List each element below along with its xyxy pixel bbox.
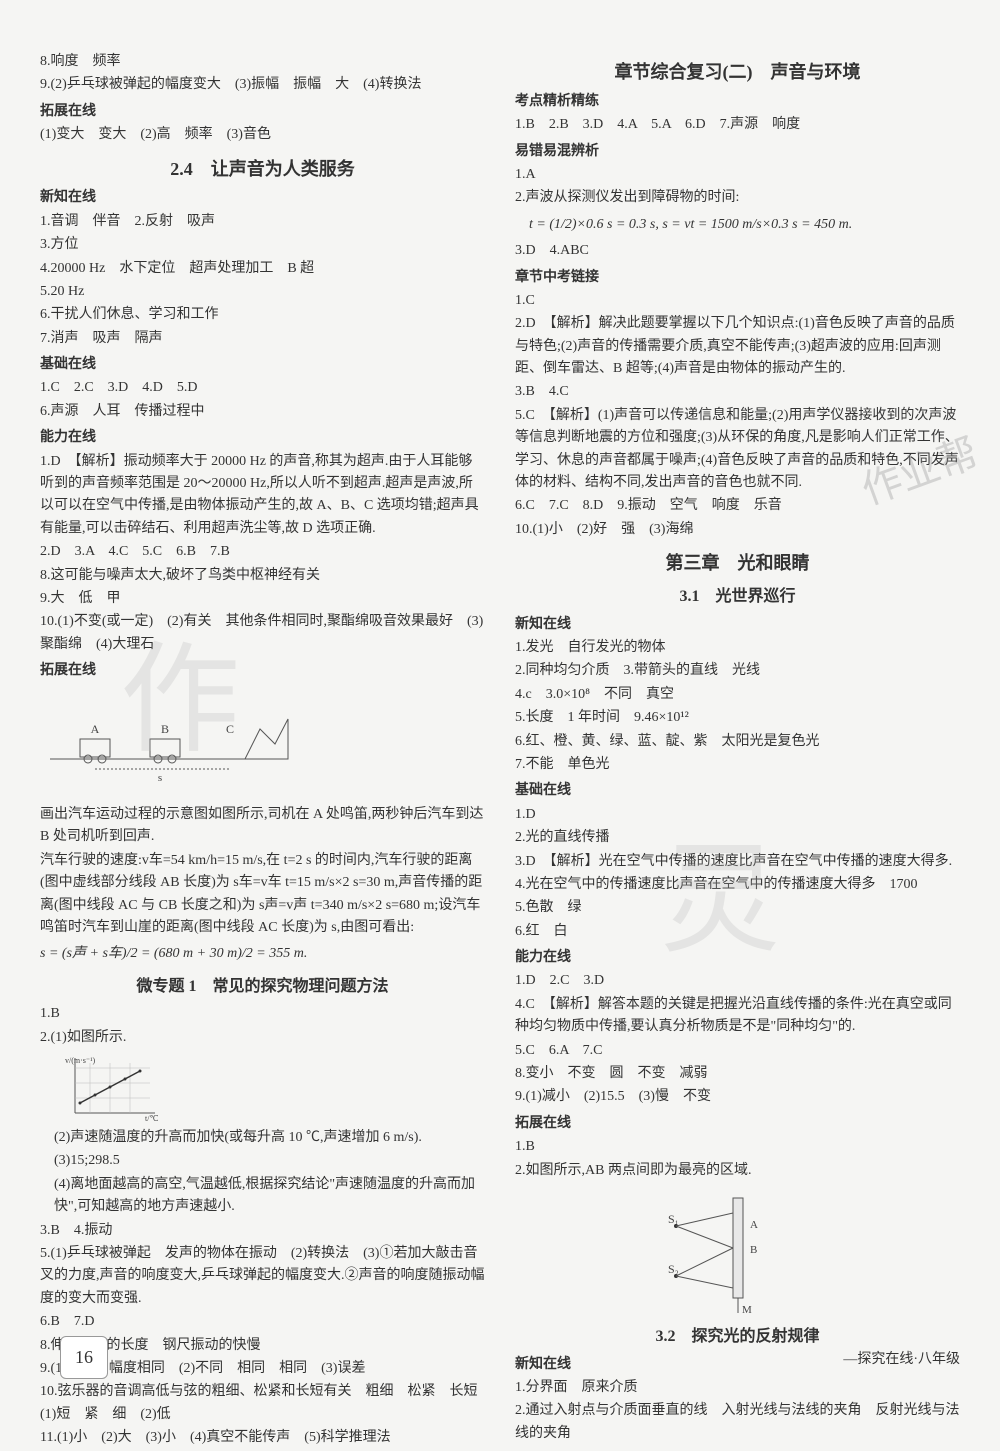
- svg-text:v/(m·s⁻¹): v/(m·s⁻¹): [65, 1056, 96, 1065]
- text-line: 4.C 【解析】解答本题的关键是把握光沿直线传播的条件:光在真空或同种均匀物质中…: [515, 994, 960, 1039]
- text-line: 5.20 Hz: [40, 281, 485, 303]
- text-line: 画出汽车运动过程的示意图如图所示,司机在 A 处鸣笛,两秒钟后汽车到达 B 处司…: [40, 804, 485, 849]
- light-bright-region-diagram: S₁ S₂ A B M: [638, 1188, 838, 1318]
- text-line: 5.C 6.A 7.C: [515, 1040, 960, 1062]
- text-line: 8.这可能与噪声太大,破坏了鸟类中枢神经有关: [40, 565, 485, 587]
- text-line: 5.色散 绿: [515, 897, 960, 919]
- heading-kaodian: 考点精析精练: [515, 91, 960, 113]
- svg-text:A: A: [91, 722, 100, 736]
- left-column: 8.响度 频率 9.(2)乒乓球被弹起的幅度变大 (3)振幅 振幅 大 (4)转…: [40, 50, 485, 1451]
- heading-tuozhan-2: 拓展在线: [40, 660, 485, 682]
- text-line: 1.音调 伴音 2.反射 吸声: [40, 211, 485, 233]
- heading-jichu: 基础在线: [40, 354, 485, 376]
- text-line: 1.分界面 原来介质: [515, 1377, 960, 1399]
- text-line: 10.弦乐器的音调高低与弦的粗细、松紧和长短有关 粗细 松紧 长短 (1)短 紧…: [40, 1381, 485, 1426]
- text-line: 5.(1)乒乓球被弹起 发声的物体在振动 (2)转换法 (3)①若加大敲击音叉的…: [40, 1243, 485, 1310]
- text-line: 10.(1)不变(或一定) (2)有关 其他条件相同时,聚酯绵吸音效果最好 (3…: [40, 611, 485, 656]
- svg-text:C: C: [226, 722, 234, 736]
- heading-yicuo: 易错易混辨析: [515, 141, 960, 163]
- text-line: 6.B 7.D: [40, 1311, 485, 1333]
- text-line: 6.C 7.C 8.D 9.振动 空气 响度 乐音: [515, 495, 960, 517]
- text-line: 汽车行驶的速度:v车=54 km/h=15 m/s,在 t=2 s 的时间内,汽…: [40, 850, 485, 940]
- text-line: (1)变大 变大 (2)高 频率 (3)音色: [40, 124, 485, 146]
- text-line: 1.D 【解析】振动频率大于 20000 Hz 的声音,称其为超声.由于人耳能够…: [40, 451, 485, 541]
- text-line: 5.C 【解析】(1)声音可以传递信息和能量;(2)用声学仪器接收到的次声波等信…: [515, 405, 960, 495]
- section-3-2-title: 3.2 探究光的反射规律: [515, 1324, 960, 1350]
- text-line: 6.红 白: [515, 921, 960, 943]
- text-line: 3.D 4.ABC: [515, 240, 960, 262]
- text-line: 1.B 2.B 3.D 4.A 5.A 6.D 7.声源 响度: [515, 114, 960, 136]
- text-line: 8.变小 不变 圆 不变 减弱: [515, 1063, 960, 1085]
- text-line: 4.c 3.0×10⁸ 不同 真空: [515, 684, 960, 706]
- text-line: (4)离地面越高的高空,气温越低,根据探究结论"声速随温度的升高而加快",可知越…: [40, 1174, 485, 1219]
- svg-text:A: A: [750, 1219, 758, 1231]
- heading-xinzhi-2: 新知在线: [515, 614, 960, 636]
- two-column-layout: 8.响度 频率 9.(2)乒乓球被弹起的幅度变大 (3)振幅 振幅 大 (4)转…: [40, 50, 960, 1451]
- svg-text:S₂: S₂: [668, 1262, 679, 1276]
- text-line: 2.D 3.A 4.C 5.C 6.B 7.B: [40, 541, 485, 563]
- text-line: 9.大 低 甲: [40, 588, 485, 610]
- text-line: 6.声源 人耳 传播过程中: [40, 401, 485, 423]
- micro-topic-title: 微专题 1 常见的探究物理问题方法: [40, 974, 485, 1000]
- svg-text:B: B: [750, 1244, 757, 1256]
- page-number: 16: [60, 1336, 108, 1379]
- text-line: 6.干扰人们休息、学习和工作: [40, 304, 485, 326]
- text-line: 5.长度 1 年时间 9.46×10¹²: [515, 707, 960, 729]
- text-line: 4.20000 Hz 水下定位 超声处理加工 B 超: [40, 258, 485, 280]
- svg-text:M: M: [742, 1304, 752, 1316]
- text-line: 2.光的直线传播: [515, 827, 960, 849]
- heading-nengli-2: 能力在线: [515, 947, 960, 969]
- section-3-1-title: 3.1 光世界巡行: [515, 584, 960, 610]
- section-2-4-title: 2.4 让声音为人类服务: [40, 155, 485, 184]
- heading-tuozhan-3: 拓展在线: [515, 1113, 960, 1135]
- svg-text:B: B: [161, 722, 169, 736]
- text-line: 2.声波从探测仪发出到障碍物的时间:: [515, 187, 960, 209]
- text-line: 7.消声 吸声 隔声: [40, 328, 485, 350]
- heading-tuozhan: 拓展在线: [40, 101, 485, 123]
- text-line: 1.发光 自行发光的物体: [515, 637, 960, 659]
- speed-temp-chart: v/(m·s⁻¹) t/℃: [60, 1053, 160, 1123]
- text-line: 8.响度 频率: [40, 51, 485, 73]
- text-line: 2.同种均匀介质 3.带箭头的直线 光线: [515, 660, 960, 682]
- text-line: 3.D 【解析】光在空气中传播的速度比声音在空气中传播的速度大得多.: [515, 851, 960, 873]
- car-echo-diagram: A B C s: [40, 689, 300, 789]
- text-line: 9.(2)乒乓球被弹起的幅度变大 (3)振幅 振幅 大 (4)转换法: [40, 74, 485, 96]
- text-line: 6.红、橙、黄、绿、蓝、靛、紫 太阳光是复色光: [515, 731, 960, 753]
- text-line: 1.B: [515, 1136, 960, 1158]
- text-line: 1.B: [40, 1003, 485, 1025]
- text-line: 9.(1)减小 (2)15.5 (3)慢 不变: [515, 1086, 960, 1108]
- svg-text:S₁: S₁: [668, 1212, 679, 1226]
- text-line: 1.D: [515, 804, 960, 826]
- heading-nengli: 能力在线: [40, 427, 485, 449]
- formula-line: s = (s声 + s车)/2 = (680 m + 30 m)/2 = 355…: [40, 943, 485, 965]
- heading-xinzhi: 新知在线: [40, 187, 485, 209]
- text-line: 11.(1)小 (2)大 (3)小 (4)真空不能传声 (5)科学推理法: [40, 1427, 485, 1449]
- text-line: 3.B 4.C: [515, 381, 960, 403]
- right-column: 章节综合复习(二) 声音与环境 考点精析精练 1.B 2.B 3.D 4.A 5…: [515, 50, 960, 1451]
- text-line: 3.方位: [40, 234, 485, 256]
- text-line: 7.不能 单色光: [515, 754, 960, 776]
- text-line: 1.A: [515, 164, 960, 186]
- chapter-review-2-title: 章节综合复习(二) 声音与环境: [515, 58, 960, 87]
- heading-zhongkao: 章节中考链接: [515, 267, 960, 289]
- text-line: 1.D 2.C 3.D: [515, 970, 960, 992]
- heading-jichu-2: 基础在线: [515, 780, 960, 802]
- text-line: 4.光在空气中的传播速度比声音在空气中的传播速度大得多 1700: [515, 874, 960, 896]
- text-line: 1.C 2.C 3.D 4.D 5.D: [40, 377, 485, 399]
- text-line: 2.D 【解析】解决此题要掌握以下几个知识点:(1)音色反映了声音的品质与特色;…: [515, 313, 960, 380]
- text-line: (3)15;298.5: [40, 1150, 485, 1172]
- text-line: 1.C: [515, 290, 960, 312]
- text-line: 2.通过入射点与介质面垂直的线 入射光线与法线的夹角 反射光线与法线的夹角: [515, 1400, 960, 1445]
- chapter-3-title: 第三章 光和眼睛: [515, 549, 960, 578]
- svg-text:s: s: [158, 772, 162, 784]
- text-line: 3.B 4.振动: [40, 1220, 485, 1242]
- formula-line: t = (1/2)×0.6 s = 0.3 s, s = vt = 1500 m…: [515, 214, 960, 236]
- footer-text: —探究在线·八年级: [843, 1349, 960, 1371]
- svg-text:t/℃: t/℃: [145, 1114, 158, 1123]
- text-line: 2.(1)如图所示.: [40, 1027, 485, 1049]
- text-line: 10.(1)小 (2)好 强 (3)海绵: [515, 519, 960, 541]
- text-line: (2)声速随温度的升高而加快(或每升高 10 ℃,声速增加 6 m/s).: [40, 1127, 485, 1149]
- text-line: 2.如图所示,AB 两点间即为最亮的区域.: [515, 1160, 960, 1182]
